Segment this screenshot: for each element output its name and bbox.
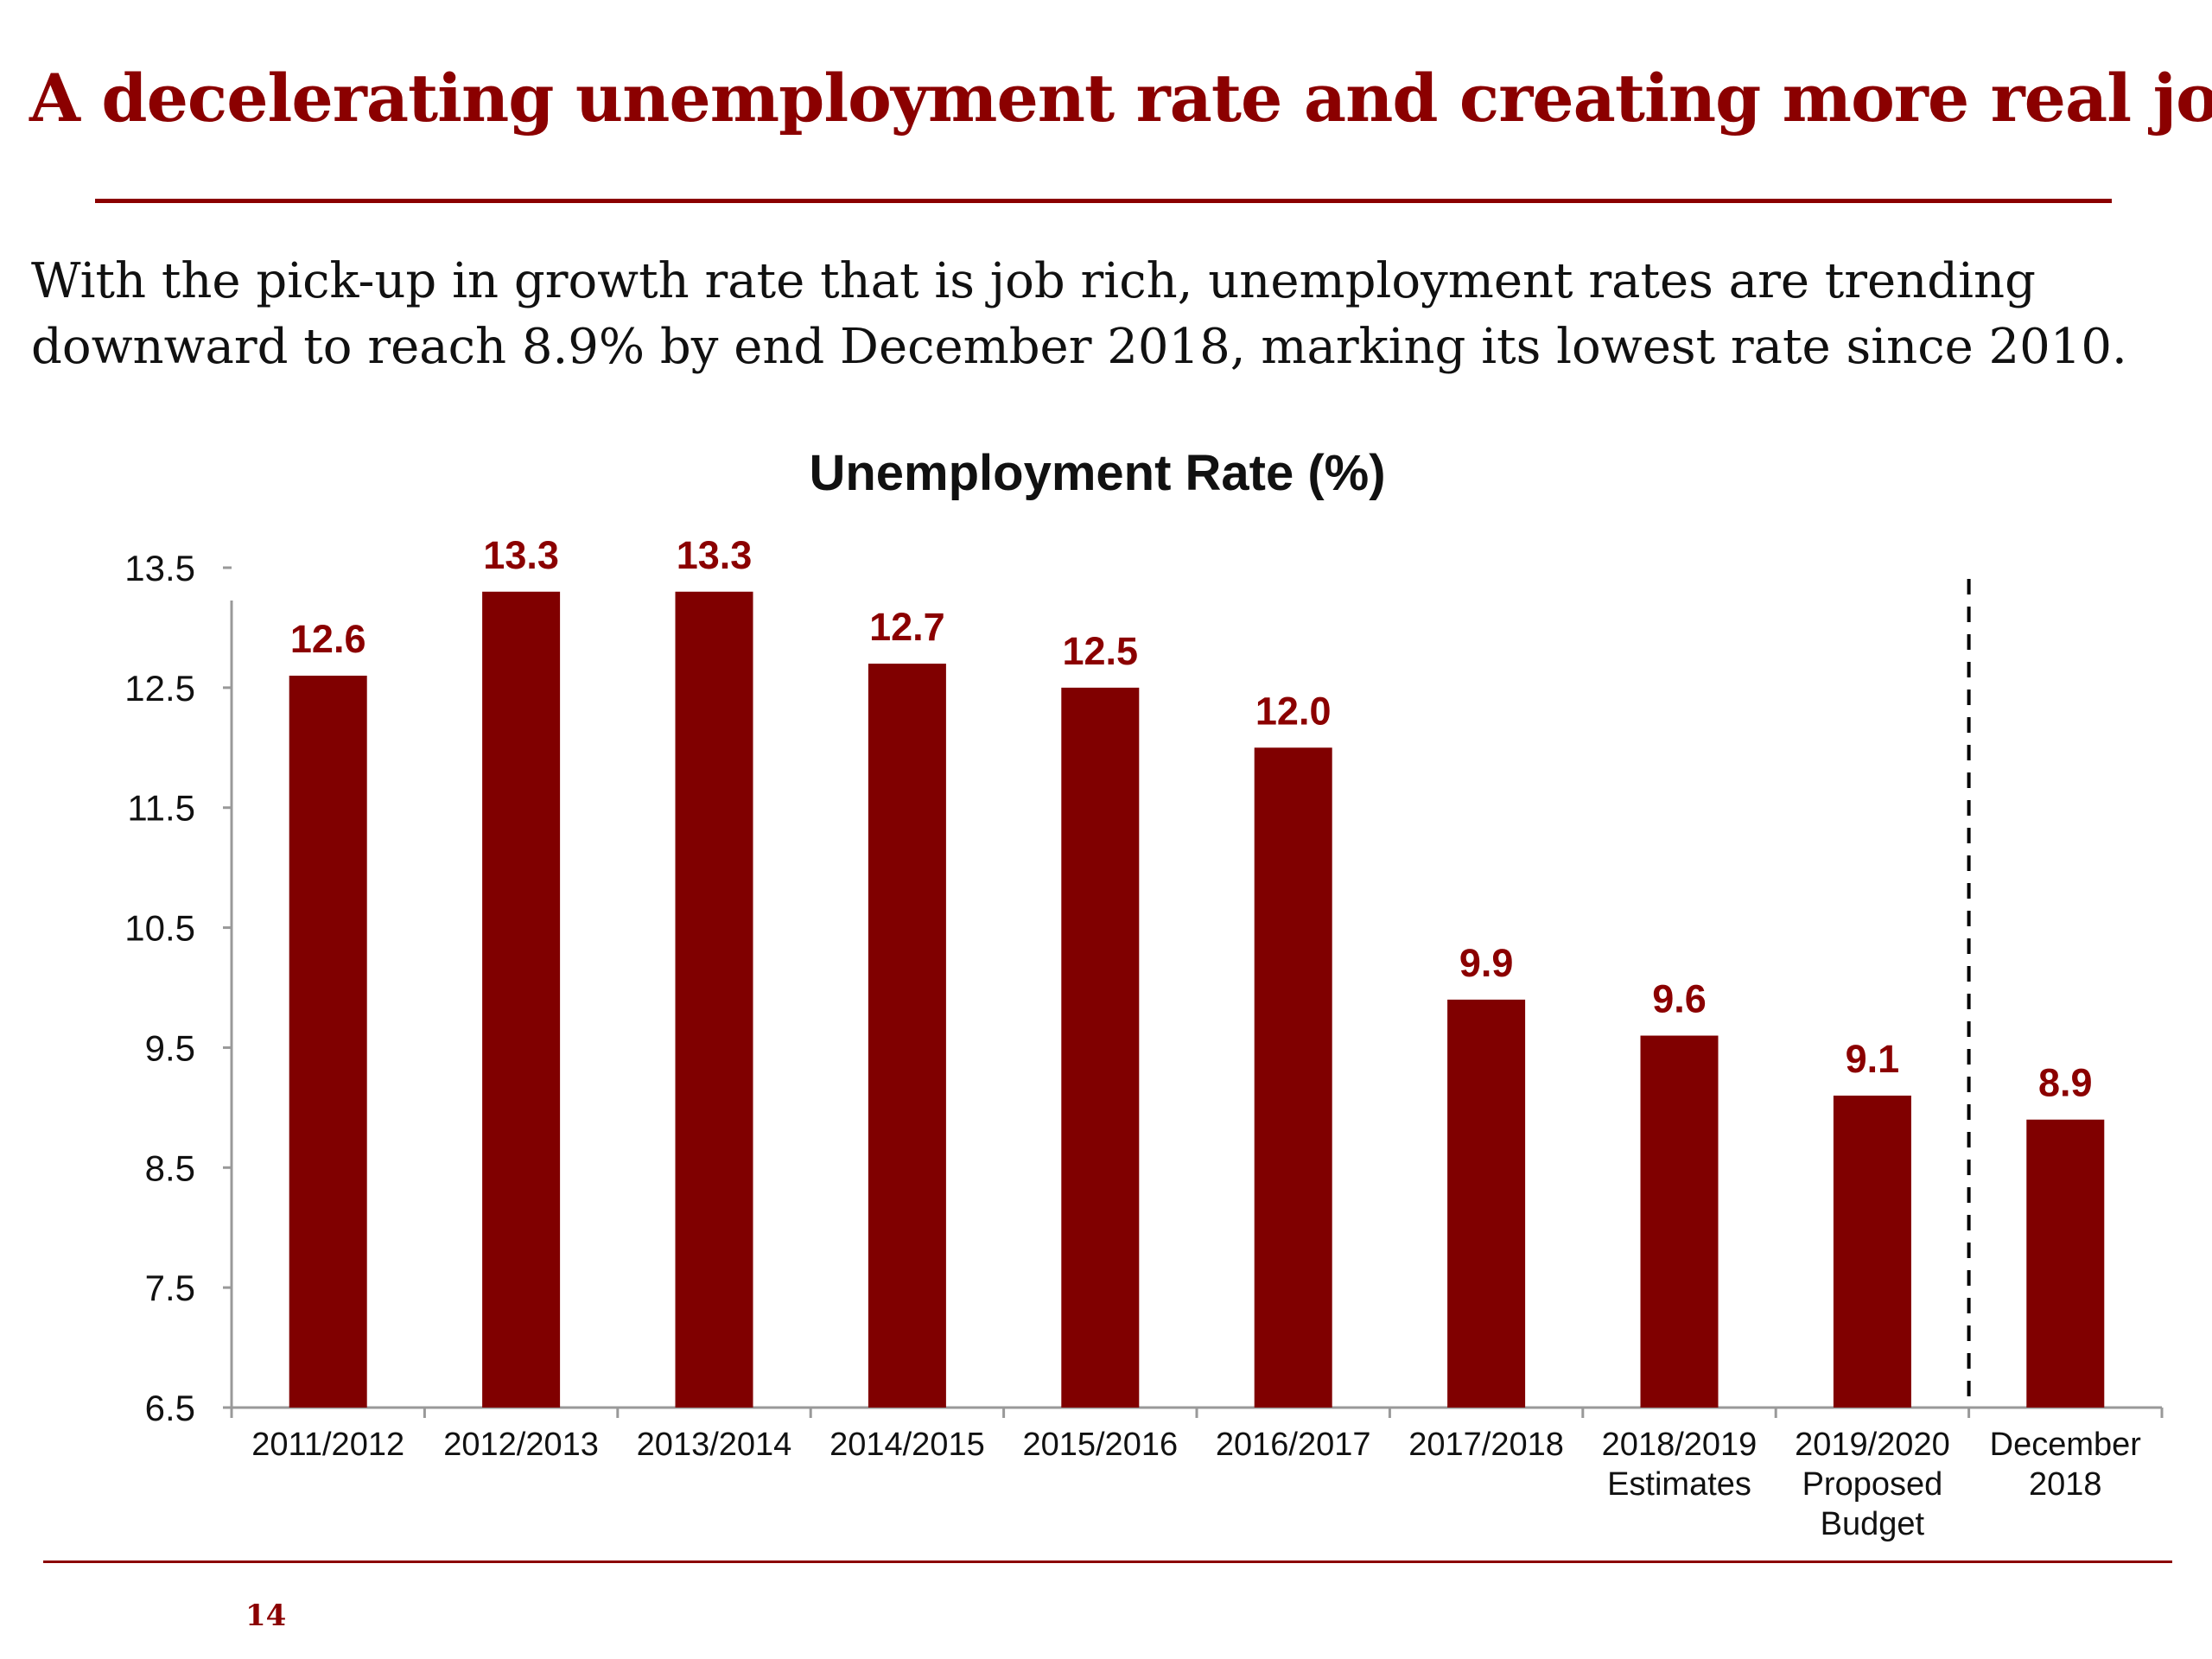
bar [1061, 687, 1140, 1408]
page-number: 14 [245, 1599, 287, 1633]
x-tick-label: Proposed [1802, 1466, 1943, 1503]
bar [1640, 1035, 1719, 1408]
x-tick-label: 2016/2017 [1216, 1427, 1371, 1463]
bar [675, 591, 753, 1408]
x-tick-label: December [1990, 1427, 2142, 1463]
data-label: 8.9 [2038, 1061, 2093, 1105]
data-label: 9.1 [1846, 1037, 1900, 1081]
bar [868, 664, 946, 1408]
y-tick-label: 13.5 [124, 548, 195, 588]
x-axis [230, 1406, 2164, 1418]
y-tick-label: 11.5 [127, 788, 195, 829]
data-label: 13.3 [677, 533, 753, 577]
data-label: 12.0 [1255, 689, 1332, 733]
y-tick-label: 8.5 [145, 1147, 195, 1188]
y-tick-label: 9.5 [145, 1027, 195, 1068]
x-tick-label: 2011/2012 [251, 1427, 404, 1463]
y-axis: 13.5 12.5 11.5 10.5 9.5 8.5 7.5 6.5 [124, 548, 233, 1428]
unemployment-bar-chart: Unemployment Rate (%) 13.5 12.5 11.5 10.5 9.… [124, 445, 2164, 1542]
bars [289, 591, 2105, 1408]
x-tick-label: Estimates [1607, 1466, 1751, 1503]
data-labels: 12.6 13.3 13.3 12.7 12.5 12.0 9.9 9.6 9.1 8.9 [290, 533, 2093, 1105]
x-tick-label: 2015/2016 [1022, 1427, 1178, 1463]
y-tick-label: 10.5 [124, 908, 195, 949]
y-tick-label: 12.5 [124, 668, 195, 709]
y-tick-label: 7.5 [145, 1268, 195, 1308]
x-tick-label: 2014/2015 [830, 1427, 985, 1463]
y-tick-label: 6.5 [145, 1388, 195, 1428]
bar [2026, 1119, 2105, 1408]
data-label: 12.7 [869, 605, 945, 649]
bar [289, 675, 367, 1408]
data-label: 9.6 [1652, 977, 1707, 1021]
data-label: 12.6 [290, 617, 366, 661]
subtitle: With the pick-up in growth rate that is … [31, 249, 2157, 380]
bar [1447, 999, 1526, 1408]
bar [1254, 747, 1332, 1408]
bar [1833, 1095, 1911, 1408]
data-label: 13.3 [483, 533, 559, 577]
x-tick-label: 2017/2018 [1408, 1427, 1564, 1463]
subtitle-line-2: downward to reach 8.9% by end December 2… [31, 319, 2127, 375]
data-label: 9.9 [1459, 941, 1514, 985]
data-label: 12.5 [1063, 629, 1139, 673]
title-divider [95, 199, 2112, 203]
x-tick-label: Budget [1821, 1506, 1925, 1542]
x-tick-label: 2019/2020 [1795, 1427, 1950, 1463]
subtitle-line-1: With the pick-up in growth rate that is … [31, 253, 2036, 309]
bar [482, 591, 561, 1408]
page-title: A decelerating unemployment rate and cre… [29, 60, 2212, 137]
footer-divider [43, 1560, 2172, 1563]
x-tick-label: 2013/2014 [637, 1427, 792, 1463]
x-tick-labels: 2011/2012 2012/2013 2013/2014 2014/2015 2015… [251, 1427, 2141, 1542]
x-tick-label: 2018/2019 [1602, 1427, 1758, 1463]
x-tick-label: 2018 [2029, 1466, 2102, 1503]
chart-title: Unemployment Rate (%) [809, 445, 1385, 501]
x-tick-label: 2012/2013 [443, 1427, 599, 1463]
